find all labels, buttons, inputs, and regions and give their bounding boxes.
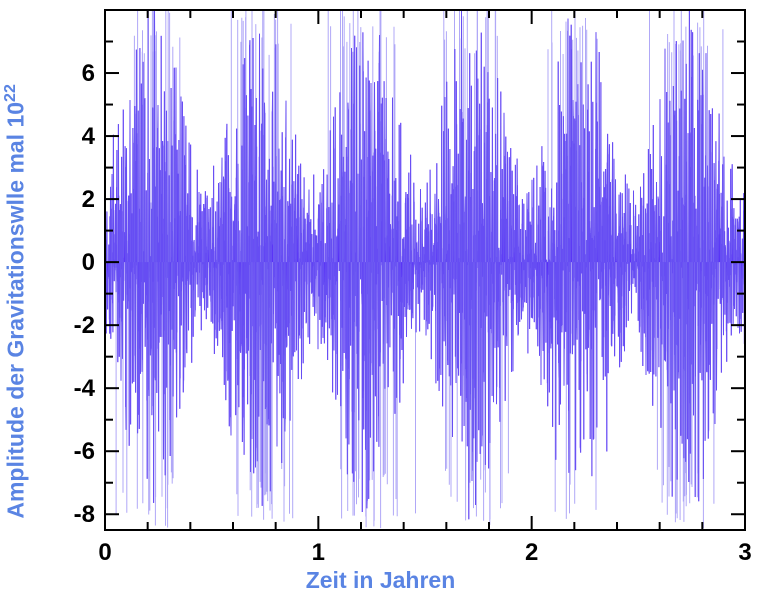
- svg-text:0: 0: [82, 249, 95, 276]
- svg-text:2: 2: [82, 186, 95, 213]
- svg-text:3: 3: [738, 539, 751, 566]
- svg-text:0: 0: [98, 539, 111, 566]
- plot-area: 0 1 2 3 -8 -6 -4 -2 0 2 4 6: [0, 0, 761, 602]
- svg-text:4: 4: [82, 123, 96, 150]
- chart-container: Amplitude der Gravitationswlle mal 1022 …: [0, 0, 761, 602]
- svg-text:-2: -2: [74, 312, 95, 339]
- svg-text:1: 1: [312, 539, 325, 566]
- svg-text:-6: -6: [74, 438, 95, 465]
- svg-text:6: 6: [82, 60, 95, 87]
- svg-text:-4: -4: [74, 375, 96, 402]
- svg-text:-8: -8: [74, 501, 95, 528]
- svg-text:2: 2: [525, 539, 538, 566]
